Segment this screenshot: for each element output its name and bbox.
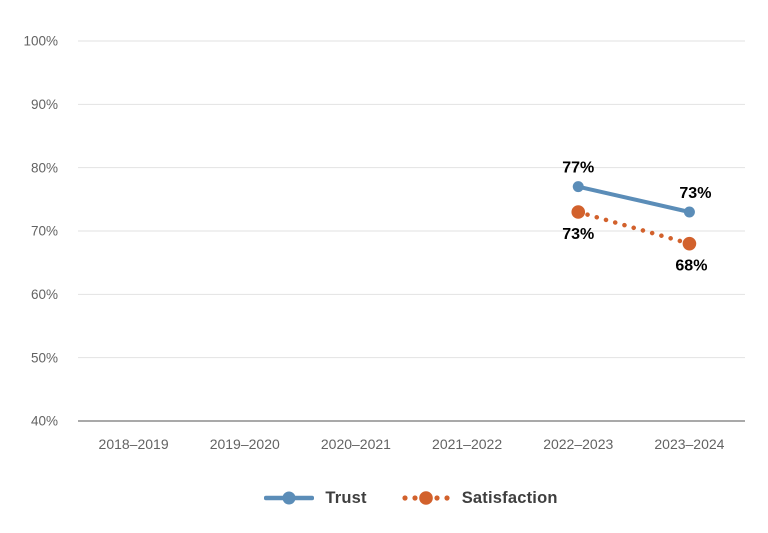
- satisfaction-data-label: 68%: [675, 258, 707, 275]
- x-axis-label: 2022–2023: [543, 436, 613, 452]
- x-axis-label: 2021–2022: [432, 436, 502, 452]
- satisfaction-swatch-dot: [434, 495, 440, 501]
- satisfaction-swatch-dot: [418, 491, 433, 505]
- legend-item-trust: Trust: [264, 488, 367, 508]
- trust-data-label: 73%: [679, 185, 711, 202]
- x-axis-label: 2019–2020: [210, 436, 280, 452]
- satisfaction-swatch-dot: [412, 495, 418, 501]
- y-axis-tick-label: 70%: [31, 224, 58, 239]
- satisfaction-data-point: [682, 236, 697, 251]
- satisfaction-data-point: [571, 205, 586, 219]
- y-axis-tick-label: 100%: [23, 34, 58, 49]
- legend: Trust Satisfaction: [27, 486, 768, 510]
- trust-data-point: [683, 206, 695, 218]
- x-axis-label: 2018–2019: [99, 436, 169, 452]
- trust-data-point: [572, 181, 584, 193]
- satisfaction-line: [576, 209, 692, 246]
- y-axis-tick-label: 60%: [31, 287, 58, 302]
- satisfaction-swatch-dot: [402, 495, 408, 501]
- legend-item-satisfaction: Satisfaction: [401, 489, 558, 508]
- y-axis-tick-label: 40%: [31, 414, 58, 429]
- plot-area: 100% 90% 80% 70% 60% 50% 40% 2018–2019 2019–2020…: [23, 34, 745, 452]
- y-axis-tick-label: 90%: [31, 97, 58, 112]
- trust-line: [576, 184, 692, 214]
- satisfaction-swatch-dot: [444, 495, 450, 501]
- satisfaction-data-label: 73%: [562, 226, 594, 243]
- x-axis-label: 2023–2024: [654, 436, 724, 452]
- trust-line-swatch-icon: [264, 491, 315, 505]
- legend-label-satisfaction: Satisfaction: [461, 488, 558, 507]
- trust-swatch-marker: [282, 491, 296, 505]
- legend-label-trust: Trust: [325, 488, 367, 507]
- y-axis-tick-label: 50%: [31, 350, 58, 365]
- y-axis-tick-label: 80%: [31, 160, 58, 175]
- satisfaction-dotted-line-swatch-icon: [402, 491, 450, 505]
- x-axis-label: 2020–2021: [321, 436, 391, 452]
- trust-data-label: 77%: [562, 160, 594, 177]
